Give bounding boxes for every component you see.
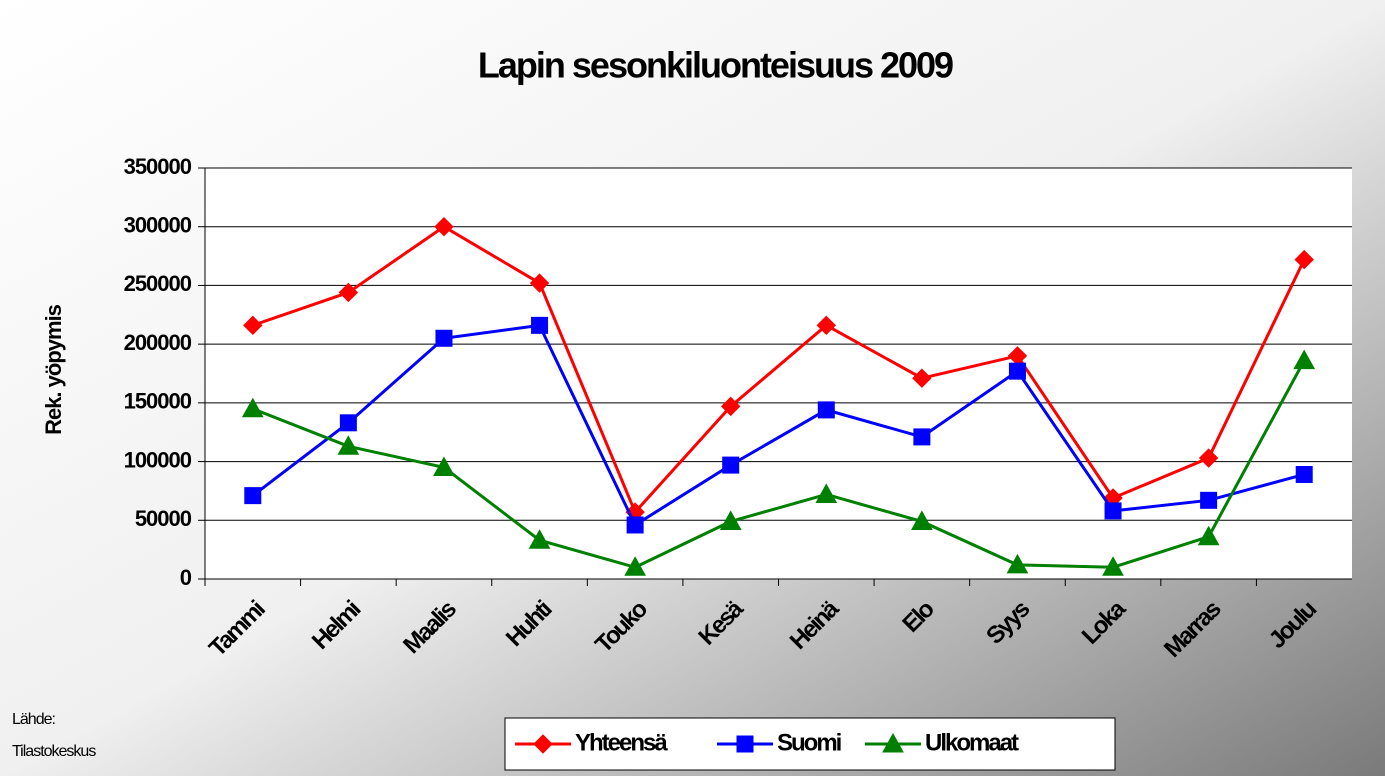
data-point: [1200, 491, 1218, 509]
y-tick-label: 0: [180, 565, 192, 590]
y-tick-label: 100000: [124, 447, 192, 472]
data-point: [1198, 448, 1219, 468]
data-point: [815, 483, 838, 503]
data-point: [817, 401, 835, 419]
data-point: [337, 435, 360, 455]
y-tick-label: 350000: [124, 154, 192, 179]
series-line: [251, 323, 1305, 528]
legend-marker: [882, 732, 904, 753]
y-tick-label: 200000: [124, 330, 192, 355]
data-point: [528, 529, 551, 549]
legend-marker: [736, 735, 754, 753]
y-tick-label: 50000: [135, 506, 192, 531]
data-point: [435, 329, 453, 347]
data-point: [624, 556, 646, 576]
data-point: [911, 510, 933, 530]
plot-area: [205, 168, 1352, 579]
data-point: [434, 217, 454, 237]
series-line: [252, 359, 1306, 569]
data-point: [626, 516, 644, 534]
data-point: [243, 315, 263, 336]
data-point: [1006, 553, 1029, 574]
data-point: [722, 456, 740, 474]
data-point: [912, 368, 932, 388]
data-point: [1102, 556, 1124, 576]
legend-label: Suomi: [777, 729, 841, 756]
chart-title: Lapin sesonkiluonteisuus 2009: [478, 45, 953, 86]
data-point: [721, 396, 741, 417]
data-point: [913, 428, 931, 446]
data-point: [1295, 465, 1313, 483]
legend-label: Ulkomaat: [925, 729, 1019, 756]
data-point: [1008, 362, 1026, 380]
legend-marker: [533, 734, 553, 754]
y-tick-label: 250000: [124, 271, 192, 296]
data-point: [719, 510, 742, 530]
y-tick-label: 300000: [124, 213, 192, 238]
data-point: [529, 273, 550, 293]
legend-box: [504, 717, 1116, 771]
data-point: [1197, 525, 1220, 546]
series-line: [252, 224, 1306, 515]
data-point: [241, 397, 264, 418]
data-point: [339, 414, 357, 432]
y-tick-label: 150000: [124, 389, 192, 414]
source-label: Tilastokeskus: [12, 743, 96, 760]
data-point: [1294, 249, 1314, 270]
source-label: Lähde:: [12, 711, 55, 728]
legend-label: Yhteensä: [575, 729, 668, 756]
y-axis-label: Rek. yöpymis: [41, 304, 66, 435]
data-point: [244, 487, 262, 505]
data-point: [1104, 502, 1122, 520]
data-point: [816, 315, 836, 336]
data-point: [1293, 349, 1316, 370]
data-point: [531, 316, 549, 334]
data-point: [338, 282, 359, 303]
data-point: [433, 456, 455, 476]
